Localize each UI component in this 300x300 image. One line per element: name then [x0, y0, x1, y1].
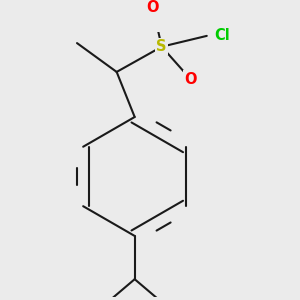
Text: Cl: Cl: [214, 28, 230, 44]
Text: O: O: [146, 0, 159, 14]
Text: O: O: [184, 72, 197, 87]
Text: S: S: [157, 39, 167, 54]
